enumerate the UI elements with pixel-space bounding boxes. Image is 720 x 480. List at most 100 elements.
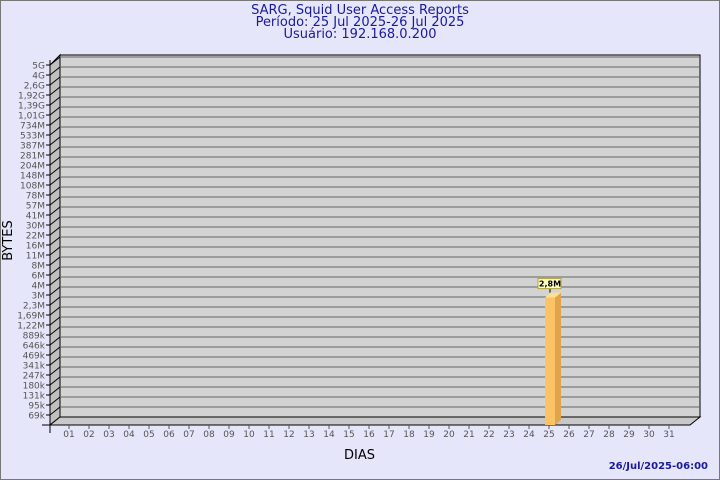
y-gridline-depth	[49, 156, 61, 166]
x-tick-label: 26	[563, 430, 575, 440]
x-tick-label: 24	[523, 430, 535, 440]
y-gridline-depth	[49, 326, 61, 336]
y-tick-label: 1,01G	[18, 112, 45, 122]
x-tick-label: 30	[643, 430, 655, 440]
y-gridline-depth	[49, 216, 61, 226]
y-gridline-depth	[49, 376, 61, 386]
y-tick-label: 2,6G	[24, 82, 45, 92]
x-tick-label: 15	[343, 430, 354, 440]
y-tick-label: 281M	[20, 152, 45, 162]
x-tick-label: 25	[543, 430, 554, 440]
x-tick-label: 18	[403, 430, 415, 440]
y-gridline-depth	[49, 166, 61, 176]
y-tick-label: 180k	[23, 382, 46, 392]
x-tick-label: 02	[83, 430, 94, 440]
y-gridline-depth	[49, 76, 61, 86]
y-gridline-depth	[49, 306, 61, 316]
x-tick-label: 31	[663, 430, 674, 440]
x-tick-label: 28	[603, 430, 615, 440]
x-tick-label: 08	[203, 430, 215, 440]
user-subtitle: Usuário: 192.168.0.200	[283, 27, 437, 42]
y-gridline-depth	[49, 116, 61, 126]
y-gridline-depth	[49, 366, 61, 376]
y-tick-label: 30M	[26, 222, 45, 232]
plot-back-wall	[59, 54, 701, 418]
y-gridline-depth	[49, 276, 61, 286]
x-tick-label: 27	[583, 430, 594, 440]
bar-side	[555, 292, 561, 425]
y-tick-label: 4G	[32, 72, 45, 82]
y-tick-label: 148M	[20, 172, 45, 182]
y-gridline-depth	[49, 386, 61, 396]
x-tick-label: 06	[163, 430, 175, 440]
x-tick-label: 10	[243, 430, 255, 440]
y-tick-label: 533M	[20, 132, 45, 142]
y-gridline-depth	[49, 96, 61, 106]
y-gridline-depth	[49, 316, 61, 326]
y-tick-label: 2,3M	[23, 302, 45, 312]
y-gridline-depth	[49, 176, 61, 186]
x-tick-label: 03	[103, 430, 114, 440]
y-gridline-depth	[49, 356, 61, 366]
y-gridline-depth	[49, 266, 61, 276]
y-tick-label: 11M	[26, 252, 45, 262]
y-tick-label: 1,22M	[17, 322, 45, 332]
y-tick-label: 131k	[23, 392, 46, 402]
y-tick-label: 41M	[26, 212, 45, 222]
x-tick-label: 21	[463, 430, 474, 440]
bar	[545, 297, 555, 425]
y-tick-label: 6M	[32, 272, 46, 282]
y-tick-label: 78M	[26, 192, 45, 202]
y-tick-label: 387M	[20, 142, 45, 152]
y-gridline-depth	[49, 296, 61, 306]
y-gridline-depth	[49, 226, 61, 236]
x-tick-label: 05	[143, 430, 154, 440]
y-tick-label: 3M	[32, 292, 46, 302]
x-tick-label: 22	[483, 430, 494, 440]
y-tick-label: 247k	[23, 372, 46, 382]
x-tick-label: 09	[223, 430, 235, 440]
y-tick-label: 646k	[23, 342, 46, 352]
bar-label-box	[537, 278, 562, 290]
x-axis-label: DIAS	[344, 448, 375, 463]
x-tick-label: 13	[303, 430, 314, 440]
y-tick-label: 1,39G	[18, 102, 45, 112]
x-tick-label: 29	[623, 430, 635, 440]
y-tick-label: 22M	[26, 232, 45, 242]
y-tick-label: 1,69M	[17, 312, 45, 322]
y-gridline-depth	[49, 186, 61, 196]
period-subtitle: Período: 25 Jul 2025-26 Jul 2025	[255, 15, 465, 30]
x-tick-label: 07	[183, 430, 194, 440]
y-gridline-depth	[49, 286, 61, 296]
x-tick-label: 23	[503, 430, 514, 440]
y-tick-label: 57M	[26, 202, 45, 212]
x-tick-label: 19	[423, 430, 435, 440]
y-gridline-depth	[49, 396, 61, 406]
y-gridline-depth	[49, 246, 61, 256]
y-gridline-depth	[49, 256, 61, 266]
x-tick-label: 04	[123, 430, 135, 440]
y-tick-label: 4M	[32, 282, 46, 292]
y-gridline-depth	[49, 206, 61, 216]
y-gridline-depth	[49, 66, 61, 76]
y-tick-label: 8M	[32, 262, 46, 272]
y-tick-label: 204M	[20, 162, 45, 172]
y-tick-label: 734M	[20, 122, 45, 132]
y-gridline-depth	[49, 236, 61, 246]
y-gridline-depth	[49, 146, 61, 156]
y-gridline-depth	[49, 196, 61, 206]
y-tick-label: 16M	[26, 242, 45, 252]
y-tick-label: 5G	[32, 62, 45, 72]
y-tick-label: 889k	[23, 332, 46, 342]
y-gridline-depth	[49, 136, 61, 146]
x-tick-label: 17	[383, 430, 394, 440]
generated-timestamp: 26/Jul/2025-06:00	[608, 461, 708, 472]
x-tick-label: 20	[443, 430, 455, 440]
y-tick-label: 1,92G	[18, 92, 45, 102]
bar-top	[545, 292, 561, 298]
y-axis-label: BYTES	[0, 220, 16, 261]
y-tick-label: 341k	[23, 362, 46, 372]
y-gridline-depth	[49, 106, 61, 116]
y-tick-label: 469k	[23, 352, 46, 362]
